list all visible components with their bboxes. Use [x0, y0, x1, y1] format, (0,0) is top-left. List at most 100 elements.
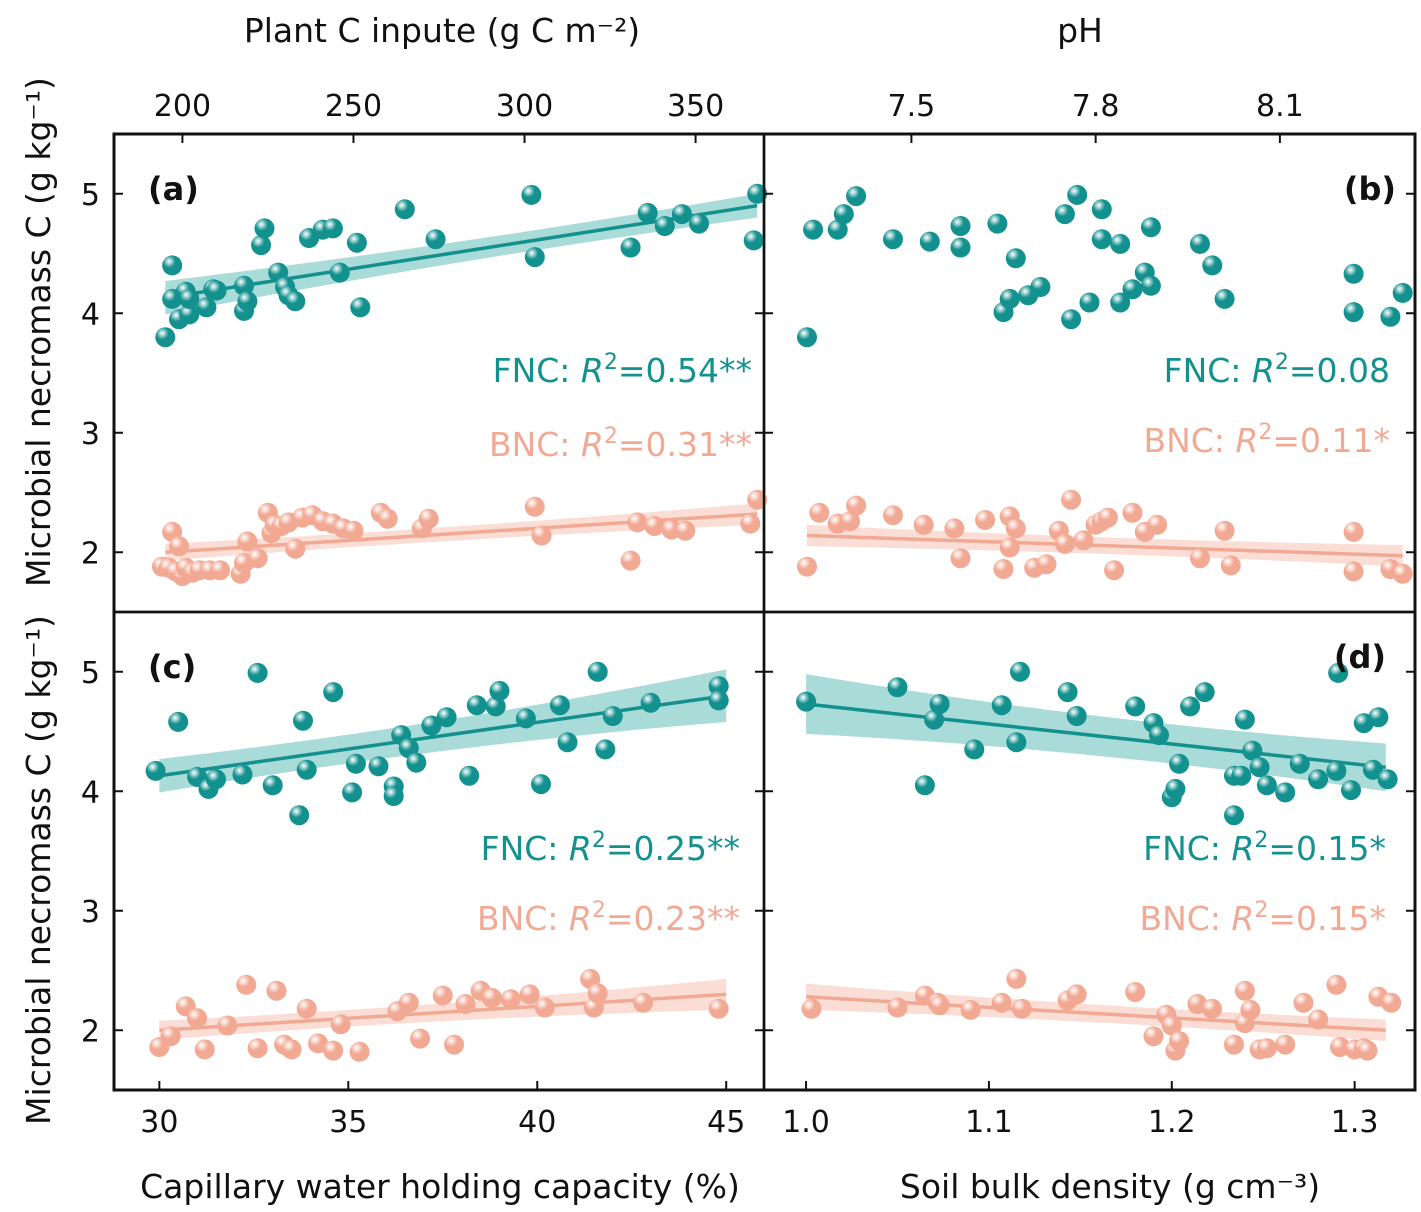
- bnc-point: [308, 1033, 329, 1054]
- bnc-point: [944, 518, 965, 539]
- x-tick-label: 200: [154, 89, 211, 124]
- bnc-point: [1143, 1026, 1164, 1047]
- fnc-point: [919, 231, 940, 252]
- bnc-point: [1147, 514, 1168, 535]
- bnc-point: [285, 538, 306, 559]
- bnc-r2-label: BNC: R2=0.11*: [1143, 420, 1390, 460]
- fnc-point: [289, 805, 310, 826]
- bnc-point: [1122, 502, 1143, 523]
- bnc-point: [633, 992, 654, 1013]
- fnc-point: [587, 661, 608, 682]
- y-tick-label: 5: [81, 656, 100, 691]
- bnc-point: [1357, 1040, 1378, 1061]
- bnc-point: [1224, 1034, 1244, 1055]
- fnc-point: [1368, 707, 1389, 728]
- fnc-r2-label: FNC: R2=0.54**: [493, 350, 752, 390]
- fnc-point: [323, 682, 344, 703]
- fnc-point: [489, 680, 510, 701]
- fnc-point: [179, 288, 200, 309]
- y-tick-label: 4: [81, 775, 100, 810]
- x-tick-label: 1.1: [965, 1105, 1013, 1140]
- fnc-point: [1242, 740, 1263, 761]
- bnc-point: [247, 548, 268, 569]
- bnc-fit-line: [159, 992, 727, 1032]
- fnc-point: [602, 706, 623, 726]
- fnc-point: [950, 237, 971, 258]
- bnc-point: [1104, 560, 1125, 581]
- bnc-point: [1293, 992, 1314, 1013]
- panel-label: (d): [1334, 638, 1386, 676]
- bnc-point: [187, 1008, 208, 1029]
- bnc-point: [323, 1040, 344, 1061]
- fnc-point: [1275, 782, 1296, 803]
- bnc-point: [801, 998, 822, 1019]
- bnc-point: [1161, 1015, 1182, 1036]
- fnc-point: [1066, 706, 1087, 726]
- fnc-point: [999, 288, 1020, 309]
- bnc-point: [913, 514, 934, 535]
- bnc-point: [846, 495, 867, 516]
- y-tick-label: 3: [81, 417, 100, 452]
- fnc-point: [524, 247, 545, 268]
- bnc-point: [999, 537, 1020, 558]
- fnc-point: [929, 694, 950, 714]
- fnc-point: [251, 235, 272, 256]
- bnc-point: [840, 511, 860, 532]
- fnc-point: [1067, 184, 1088, 205]
- fnc-point: [322, 218, 343, 239]
- fnc-point: [459, 765, 480, 786]
- x-tick-label: 1.2: [1148, 1105, 1196, 1140]
- fnc-point: [1169, 753, 1190, 774]
- bnc-point: [809, 502, 830, 523]
- fnc-point: [964, 739, 985, 760]
- fnc-point: [1110, 233, 1131, 254]
- fnc-point: [515, 708, 536, 729]
- fnc-point: [145, 760, 166, 781]
- bnc-point: [444, 1034, 465, 1055]
- fnc-point: [162, 255, 183, 276]
- bnc-point: [883, 505, 903, 526]
- fnc-point: [168, 711, 189, 732]
- fnc-point: [1249, 757, 1270, 778]
- bnc-point: [708, 998, 729, 1019]
- bnc-point: [627, 512, 648, 533]
- fnc-r2-label: FNC: R2=0.25**: [481, 828, 740, 868]
- fnc-point: [1122, 279, 1143, 300]
- fnc-fit-line: [159, 693, 727, 778]
- bnc-point: [531, 525, 552, 546]
- fnc-point: [557, 732, 578, 753]
- panel-a: 2 3 4 5 200 250 300 350 (a) FNC: R2=0.54** BNC: R2…: [81, 89, 768, 614]
- fnc-point: [1110, 292, 1131, 313]
- fnc-point: [620, 237, 641, 258]
- bnc-point: [210, 560, 231, 581]
- bnc-point: [1256, 1038, 1277, 1059]
- fnc-point: [1091, 229, 1112, 250]
- fnc-point: [846, 186, 867, 207]
- bnc-point: [587, 983, 608, 1004]
- fnc-point: [285, 291, 306, 312]
- bnc-point: [1330, 1037, 1350, 1057]
- fnc-point: [833, 204, 854, 225]
- fnc-point: [595, 739, 616, 760]
- bnc-point: [675, 520, 696, 541]
- bnc-point: [519, 984, 540, 1005]
- fnc-point: [521, 184, 542, 205]
- fnc-point: [1079, 292, 1100, 313]
- fnc-point: [1326, 760, 1347, 781]
- bnc-point: [1190, 548, 1210, 569]
- bnc-point: [455, 994, 476, 1014]
- bnc-point: [993, 559, 1014, 579]
- fnc-point: [342, 782, 363, 803]
- bnc-point: [410, 1028, 431, 1049]
- fnc-point: [1010, 661, 1030, 682]
- fnc-point: [531, 774, 551, 795]
- fnc-point: [1231, 765, 1252, 786]
- fnc-point: [1202, 255, 1223, 276]
- bnc-confidence-band: [159, 978, 727, 1040]
- bnc-point: [217, 1015, 238, 1036]
- bnc-point: [1097, 507, 1118, 528]
- bnc-point: [1169, 1031, 1190, 1051]
- fnc-point: [1341, 780, 1361, 801]
